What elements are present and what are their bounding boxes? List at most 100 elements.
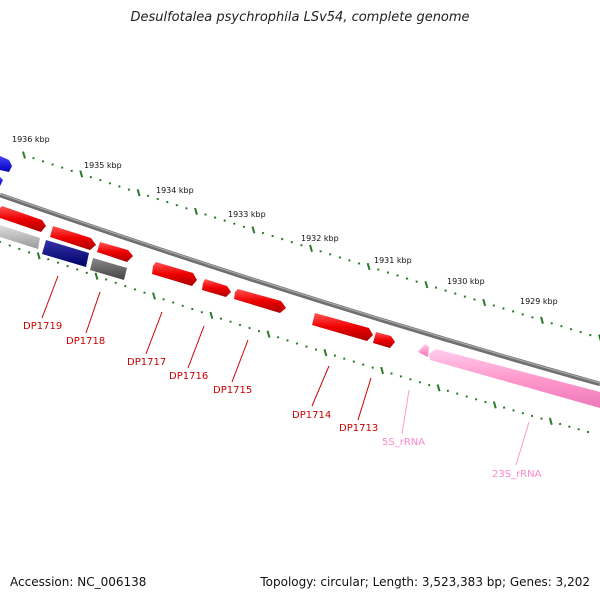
gene-feature-23s-rrna[interactable] [429, 349, 600, 408]
outer-scale-tick [569, 327, 573, 331]
gene-label-dp1713: DP1713 [339, 423, 378, 434]
inner-scale-tick [295, 342, 299, 345]
outer-scale-tick [166, 200, 169, 204]
outer-scale-tick [22, 151, 26, 159]
kbp-label-1932: 1932 kbp [301, 234, 339, 243]
gene-feature-dp1718[interactable] [50, 226, 96, 250]
inner-scale-tick [143, 291, 146, 294]
outer-scale-tick [434, 286, 438, 289]
outer-scale-tick [185, 207, 188, 210]
kbp-label-1933: 1933 kbp [228, 210, 266, 219]
genome-summary-text: Topology: circular; Length: 3,523,383 bp… [260, 575, 590, 589]
kbp-label-1934: 1934 kbp [156, 186, 194, 195]
kbp-labels: 1936 kbp 1935 kbp 1934 kbp 1933 kbp 1932… [12, 135, 558, 306]
inner-scale-tick [75, 268, 79, 271]
outer-scale-tick [338, 256, 342, 259]
outer-scale-tick [118, 185, 121, 188]
gene-feature-dp1714[interactable] [234, 289, 286, 313]
inner-scale-tick [286, 339, 289, 342]
inner-scale-tick [474, 398, 478, 401]
inner-scale-tick [427, 383, 431, 387]
outer-scale-tick [261, 231, 265, 235]
gene-feature-lightgray[interactable] [0, 225, 40, 249]
outer-scale-tick [70, 169, 73, 173]
reverse-strand-features [0, 225, 600, 408]
kbp-label-1929: 1929 kbp [520, 297, 558, 306]
gene-feature-blue-top[interactable] [0, 156, 12, 172]
gene-feature-gray[interactable] [90, 258, 127, 280]
inner-scale-tick [586, 430, 590, 434]
outer-scale-tick [156, 197, 159, 201]
inner-scale-tick [152, 292, 156, 300]
inner-scale-tick [333, 354, 337, 357]
outer-scale-tick [521, 313, 524, 316]
forward-strand-features [0, 156, 133, 262]
gene-feature-dp1713[interactable] [373, 332, 395, 348]
gene-feature-navy[interactable] [42, 240, 89, 267]
inner-scale-tick [0, 240, 2, 244]
outer-scale-tick [51, 163, 54, 166]
outer-scale-tick [463, 295, 467, 298]
kbp-label-1935: 1935 kbp [84, 161, 122, 170]
inner-scale-tick [371, 366, 374, 369]
inner-scale-tick [257, 329, 261, 333]
outer-scale-tick [223, 219, 226, 222]
outer-scale-tick [251, 226, 256, 234]
gene-label-5s-rrna: 5S_rRNA [382, 437, 425, 448]
inner-scale-tick [248, 326, 251, 330]
gene-label-23s-rrna: 23S_rRNA [492, 469, 542, 480]
outer-scale-tick [531, 316, 534, 319]
inner-scale-tick [133, 288, 137, 291]
inner-scale-tick [219, 317, 223, 320]
outer-scale-tick [511, 310, 515, 313]
outer-scale-tick [560, 324, 563, 328]
inner-scale-tick [548, 417, 553, 425]
outer-scale-tick [396, 274, 399, 277]
inner-scale-tick [343, 357, 346, 360]
outer-scale-tick [415, 280, 418, 283]
outer-scale-tick [454, 292, 457, 295]
outer-scale-tick [473, 298, 476, 301]
gene-feature-dp1715[interactable] [202, 279, 231, 297]
inner-scale-tick [276, 336, 280, 339]
inner-scale-tick [390, 372, 393, 375]
inner-scale-tick [124, 284, 127, 288]
inner-scale-tick [305, 345, 308, 348]
outer-scale-tick [598, 334, 600, 342]
outer-scale-tick [146, 194, 150, 198]
gene-feature-dp1716[interactable] [152, 262, 197, 286]
outer-scale-tick [136, 189, 141, 197]
inner-scale-tick [85, 271, 89, 275]
outer-scale-tick [79, 170, 84, 178]
outer-scale-tick [328, 253, 332, 256]
outer-scale-track [22, 151, 600, 342]
outer-scale-tick [300, 243, 303, 247]
outer-scale-tick [108, 182, 112, 185]
outer-scale-tick [405, 277, 409, 280]
inner-scale-tick [323, 348, 328, 357]
outer-scale-tick [271, 234, 274, 238]
inner-scale-tick [540, 417, 543, 420]
gene-label-dp1718: DP1718 [66, 336, 105, 347]
inner-scale-tick [238, 323, 242, 327]
inner-scale-tick [94, 272, 99, 280]
genome-backbone [0, 192, 600, 387]
gene-feature-dp1713a[interactable] [312, 313, 373, 341]
inner-scale-tick [399, 375, 403, 378]
gene-feature-blue-small[interactable] [0, 177, 3, 186]
gene-label-dp1715: DP1715 [213, 385, 252, 396]
map-title: Desulfotalea psychrophila LSv54, complet… [130, 10, 470, 25]
gene-feature-5s-rrna[interactable] [418, 344, 429, 357]
inner-scale-tick [456, 392, 459, 395]
gene-feature-dp1719[interactable] [0, 206, 46, 232]
inner-scale-tick [47, 258, 50, 261]
inner-scale-track [0, 240, 590, 434]
outer-scale-tick [233, 222, 236, 225]
outer-scale-tick [540, 316, 544, 324]
inner-scale-tick [521, 411, 525, 415]
inner-scale-tick [502, 406, 506, 409]
gene-feature-dp1717[interactable] [97, 242, 133, 262]
outer-scale-tick [213, 216, 217, 219]
accession-text: Accession: NC_006138 [10, 575, 147, 589]
